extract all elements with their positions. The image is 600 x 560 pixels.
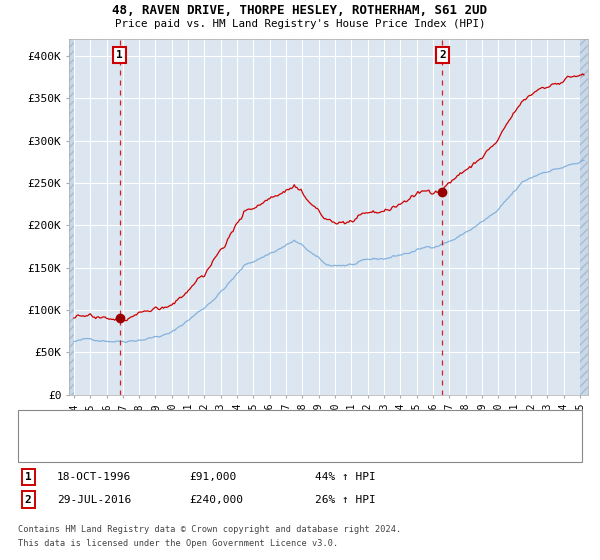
- Text: 18-OCT-1996: 18-OCT-1996: [57, 472, 131, 482]
- Text: 1: 1: [116, 50, 123, 60]
- Text: 48, RAVEN DRIVE, THORPE HESLEY, ROTHERHAM, S61 2UD: 48, RAVEN DRIVE, THORPE HESLEY, ROTHERHA…: [113, 4, 487, 17]
- Text: 44% ↑ HPI: 44% ↑ HPI: [315, 472, 376, 482]
- Text: Contains HM Land Registry data © Crown copyright and database right 2024.: Contains HM Land Registry data © Crown c…: [18, 525, 401, 534]
- Text: 2: 2: [25, 494, 32, 505]
- Text: 1: 1: [25, 472, 32, 482]
- Text: £240,000: £240,000: [189, 494, 243, 505]
- Text: This data is licensed under the Open Government Licence v3.0.: This data is licensed under the Open Gov…: [18, 539, 338, 548]
- Text: £91,000: £91,000: [189, 472, 236, 482]
- Text: Price paid vs. HM Land Registry's House Price Index (HPI): Price paid vs. HM Land Registry's House …: [115, 19, 485, 29]
- Text: HPI: Average price, detached house, Rotherham: HPI: Average price, detached house, Roth…: [81, 433, 340, 442]
- Text: 2: 2: [439, 50, 446, 60]
- Text: 29-JUL-2016: 29-JUL-2016: [57, 494, 131, 505]
- Text: 26% ↑ HPI: 26% ↑ HPI: [315, 494, 376, 505]
- Text: 48, RAVEN DRIVE, THORPE HESLEY, ROTHERHAM, S61 2UD (detached house): 48, RAVEN DRIVE, THORPE HESLEY, ROTHERHA…: [81, 417, 466, 426]
